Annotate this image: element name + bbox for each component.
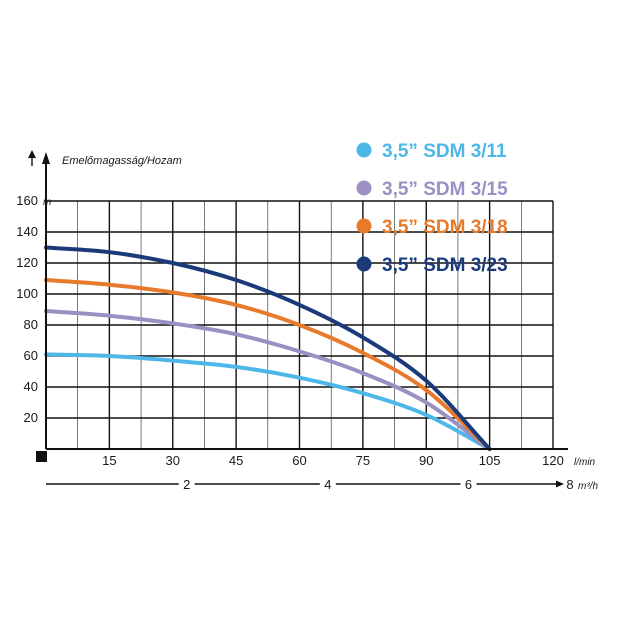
x2-tick-label: 4 xyxy=(324,477,331,492)
chart-axes: 20 40 60 80 100 120 140 160 m Emelőmagasság/Hozam… xyxy=(16,150,598,492)
x-tick-label: 90 xyxy=(419,453,433,468)
legend-dot-icon xyxy=(356,142,372,158)
y-arrow-marker-icon xyxy=(28,150,36,158)
chart-grid xyxy=(46,200,554,449)
y-tick-label: 40 xyxy=(24,379,38,394)
legend-label: 3,5” SDM 3/18 xyxy=(382,217,508,238)
x2-tick-label: 2 xyxy=(183,477,190,492)
legend-dot-icon xyxy=(356,180,372,196)
y-tick-label: 120 xyxy=(16,255,38,270)
x-unit-label: l/min xyxy=(574,457,596,468)
y-unit-label: m xyxy=(43,197,51,208)
legend-label: 3,5” SDM 3/11 xyxy=(382,141,507,162)
x2-axis-arrow-icon xyxy=(556,480,564,488)
legend-item: 3,5” SDM 3/23 xyxy=(356,255,508,276)
y-tick-label: 60 xyxy=(24,348,38,363)
series-line-0 xyxy=(44,352,492,451)
y-tick-label: 160 xyxy=(16,193,38,208)
legend-item: 3,5” SDM 3/18 xyxy=(356,217,508,238)
chart-legend: 3,5” SDM 3/11 3,5” SDM 3/15 3,5” SDM 3/18 3… xyxy=(356,141,508,276)
series-line-1 xyxy=(44,309,492,451)
x-tick-label: 120 xyxy=(542,453,564,468)
x-tick-label: 45 xyxy=(229,453,243,468)
legend-item: 3,5” SDM 3/11 xyxy=(356,141,507,162)
legend-item: 3,5” SDM 3/15 xyxy=(356,179,508,200)
series-line-3 xyxy=(44,245,492,451)
y-axis-arrow-icon xyxy=(42,152,50,164)
x-tick-label: 105 xyxy=(479,453,501,468)
y-tick-label: 80 xyxy=(24,317,38,332)
origin-square-icon xyxy=(36,451,47,462)
y-tick-label: 20 xyxy=(24,410,38,425)
x2-unit-label: m³/h xyxy=(578,481,598,492)
x-tick-label: 75 xyxy=(356,453,370,468)
legend-label: 3,5” SDM 3/15 xyxy=(382,179,508,200)
legend-dot-icon xyxy=(356,218,372,234)
x2-tick-label: 6 xyxy=(465,477,472,492)
y-tick-label: 100 xyxy=(16,286,38,301)
legend-dot-icon xyxy=(356,256,372,272)
x-tick-label: 30 xyxy=(166,453,180,468)
x2-tick-gap xyxy=(319,476,336,492)
x-tick-label: 60 xyxy=(292,453,306,468)
series-line-2 xyxy=(44,278,492,451)
y-axis-title: Emelőmagasság/Hozam xyxy=(62,155,182,167)
x2-tick-gap xyxy=(460,476,477,492)
y-tick-label: 140 xyxy=(16,224,38,239)
legend-label: 3,5” SDM 3/23 xyxy=(382,255,508,276)
x-tick-label: 15 xyxy=(102,453,116,468)
chart-series xyxy=(44,245,492,451)
x2-tick-gap xyxy=(178,476,195,492)
x2-tick-label: 8 xyxy=(566,477,573,492)
